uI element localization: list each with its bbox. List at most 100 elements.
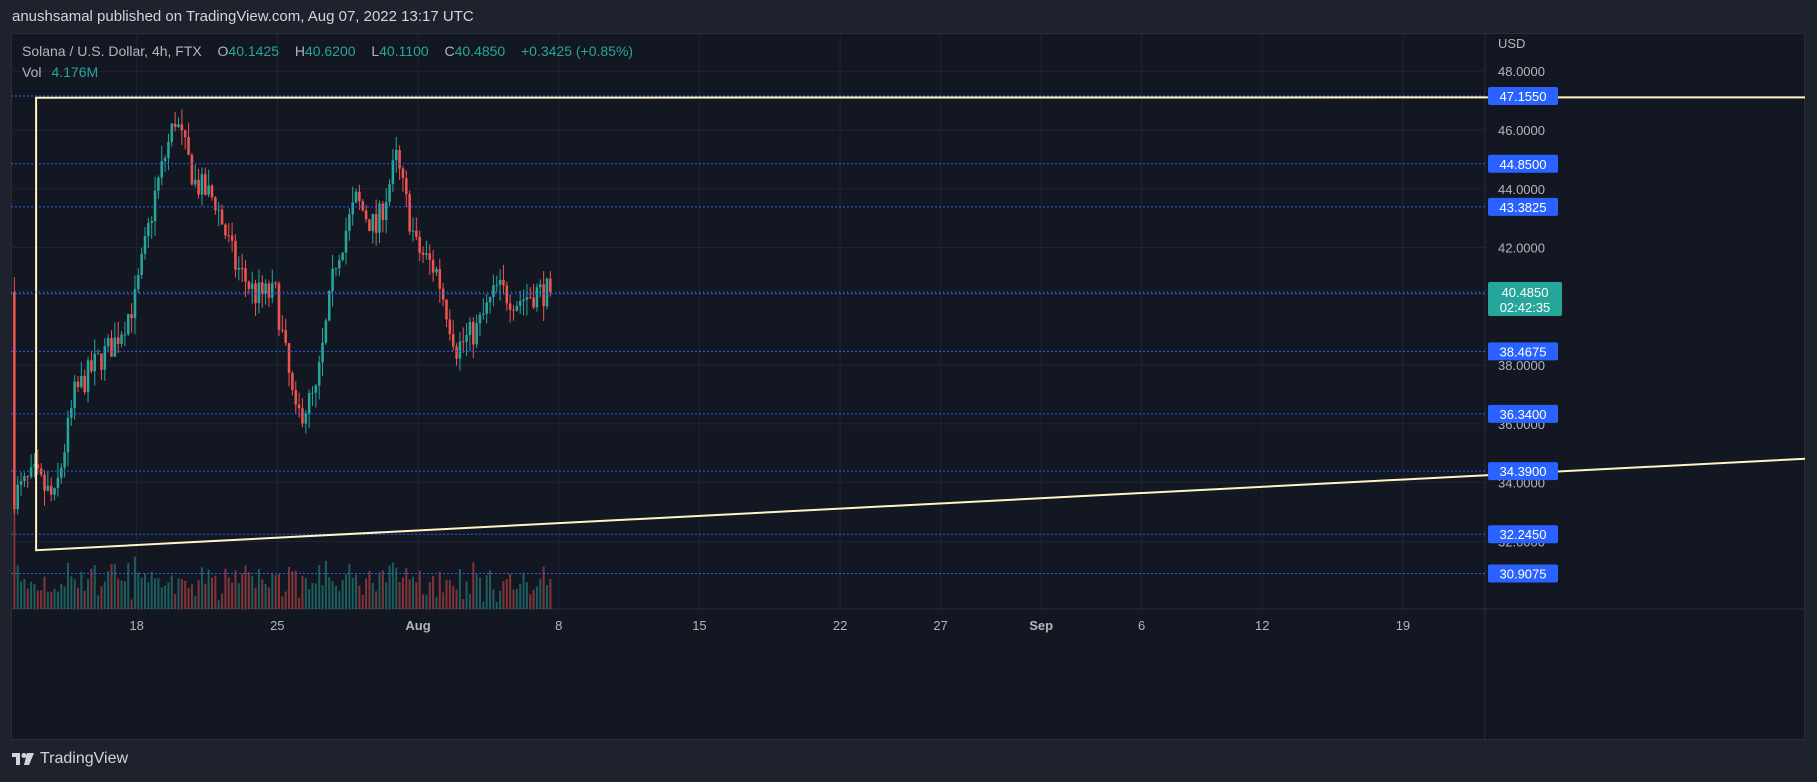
symbol-legend: Solana / U.S. Dollar, 4h, FTX O40.1425 H…: [22, 43, 633, 59]
volume-bar: [468, 593, 471, 609]
volume-bar: [549, 579, 552, 609]
volume-bar: [194, 596, 197, 609]
volume-bar: [328, 577, 331, 609]
volume-bar: [154, 578, 157, 609]
level-badge: [1488, 462, 1558, 481]
volume-bar: [371, 583, 374, 609]
candle-body: [227, 235, 231, 237]
volume-bar: [478, 577, 482, 609]
volume-bar: [217, 600, 220, 609]
candle-body: [384, 202, 388, 221]
volume-bar: [97, 595, 100, 609]
volume-bar: [405, 568, 408, 609]
candle-body: [207, 185, 210, 195]
volume-bar: [267, 587, 270, 609]
volume-bar: [113, 564, 116, 609]
candle-body: [461, 341, 465, 343]
candle-body: [250, 283, 254, 289]
volume-bar: [425, 594, 428, 609]
volume-bar: [87, 579, 90, 609]
volume-bar: [234, 570, 237, 609]
candle-body: [522, 299, 525, 302]
volume-bar: [244, 565, 247, 609]
volume-bar: [519, 583, 522, 609]
candle-body: [338, 260, 341, 269]
candle-body: [86, 360, 90, 393]
candle-body: [331, 268, 334, 291]
volume-bar: [107, 571, 110, 609]
volume-bar: [167, 582, 170, 609]
volume-bar: [438, 571, 441, 609]
price-chart[interactable]: 48.000046.000044.000042.000038.000036.00…: [11, 33, 1805, 740]
volume-bar: [375, 591, 378, 609]
candle-body: [217, 209, 220, 211]
candle-body: [56, 477, 60, 489]
x-tick-label: 25: [270, 618, 284, 633]
volume-bar: [499, 590, 502, 609]
tradingview-footer[interactable]: TradingView: [12, 750, 128, 768]
volume-bar: [301, 576, 304, 609]
candle-body: [314, 385, 318, 393]
volume-bar: [539, 578, 542, 609]
candle-body: [281, 329, 284, 331]
volume-bar: [355, 574, 358, 609]
volume-bar: [53, 588, 56, 609]
volume-legend: Vol 4.176M: [22, 64, 98, 80]
volume-bar: [489, 570, 492, 609]
candle-body: [297, 404, 301, 409]
candle-body: [143, 236, 147, 254]
candle-body: [515, 305, 519, 311]
candle-body: [425, 253, 428, 255]
volume-bar: [110, 564, 113, 609]
volume-bar: [351, 577, 354, 609]
volume-bar: [197, 580, 200, 609]
volume-bar: [334, 585, 337, 609]
y-axis-unit: USD: [1498, 36, 1525, 51]
y-tick-label: 44.0000: [1498, 182, 1545, 197]
candle-body: [220, 209, 224, 225]
volume-bar: [261, 579, 264, 609]
candle-body: [204, 174, 207, 195]
candle-body: [334, 268, 338, 270]
volume-bar: [237, 583, 240, 609]
volume-bar: [298, 597, 301, 609]
candle-body: [100, 353, 103, 370]
candle-body: [341, 252, 344, 261]
candle-body: [193, 179, 197, 185]
candle-body: [110, 338, 113, 357]
candle-body: [542, 284, 545, 307]
volume-bar: [525, 582, 528, 609]
candle-body: [405, 178, 408, 195]
volume-bar: [388, 565, 391, 609]
x-tick-label: 6: [1138, 618, 1145, 633]
symbol-title[interactable]: Solana / U.S. Dollar, 4h, FTX: [22, 43, 202, 59]
candle-body: [96, 353, 100, 355]
candle-body: [304, 413, 308, 424]
candle-body: [518, 301, 522, 306]
level-badge-label: 43.3825: [1500, 200, 1547, 215]
current-price-label: 40.4850: [1502, 285, 1549, 300]
candle-body: [348, 214, 351, 231]
low-value: 40.1100: [379, 43, 429, 59]
candle-body: [418, 236, 421, 253]
high-value: 40.6200: [304, 43, 356, 59]
candle-body: [160, 161, 164, 178]
candle-body: [472, 321, 475, 345]
candle-body: [505, 285, 509, 304]
level-badge-label: 36.3400: [1500, 407, 1547, 422]
candle-body: [53, 488, 56, 495]
volume-bar: [505, 578, 508, 609]
candle-body: [528, 297, 532, 299]
volume-bar: [20, 581, 23, 609]
volume-bar: [401, 577, 404, 609]
candle-body: [214, 197, 217, 211]
volume-bar: [381, 570, 384, 609]
volume-bar: [442, 592, 445, 609]
volume-bar: [170, 575, 173, 609]
candle-body: [244, 268, 247, 282]
candle-body: [401, 168, 405, 179]
volume-bar: [418, 570, 421, 609]
volume-bar: [385, 582, 388, 609]
candle-body: [381, 203, 385, 221]
volume-bar: [100, 586, 103, 609]
